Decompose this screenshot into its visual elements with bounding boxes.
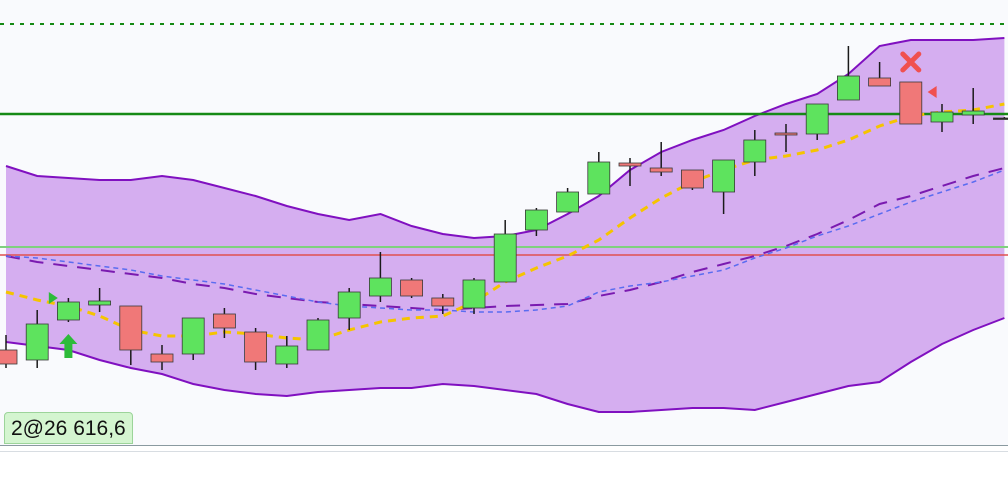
indicator-line [5, 169, 1005, 313]
candle-body [837, 75, 860, 101]
candle-body [181, 317, 205, 355]
candle-body [275, 345, 299, 365]
candle-body [587, 161, 611, 195]
candle-body [88, 300, 111, 306]
candle-body [649, 167, 673, 173]
signal-marker [59, 334, 78, 358]
candle-body [212, 313, 236, 329]
signal-marker [900, 51, 922, 73]
candle-body [556, 191, 579, 213]
candle-body [306, 319, 330, 351]
candle-body [368, 277, 392, 297]
candle-body [0, 349, 18, 365]
candle-body [961, 110, 985, 116]
candle-body [25, 323, 49, 361]
candle-body [805, 103, 829, 135]
candle-body [431, 297, 455, 307]
candle-body [462, 279, 486, 309]
candle-body [57, 301, 80, 321]
candle-body [743, 139, 767, 163]
candle-body [618, 162, 642, 167]
candle-body [712, 159, 735, 193]
candle-body [337, 291, 361, 319]
candle-body [493, 233, 517, 283]
candle-body [993, 117, 1008, 120]
candle-body [150, 353, 174, 363]
price-label: 2@26 616,6 [4, 412, 133, 444]
candle-body [525, 209, 548, 231]
candle-body [930, 111, 954, 123]
signal-marker [48, 292, 58, 304]
signal-marker [927, 86, 937, 98]
candle-body [244, 331, 268, 363]
candle-body [899, 81, 923, 125]
candle-body [868, 77, 891, 87]
candle-body [774, 132, 798, 136]
band-lower [5, 317, 1005, 413]
indicator-line [5, 167, 1005, 312]
candle-body [119, 305, 143, 351]
candle-body [400, 279, 424, 297]
candle-body [681, 169, 704, 189]
